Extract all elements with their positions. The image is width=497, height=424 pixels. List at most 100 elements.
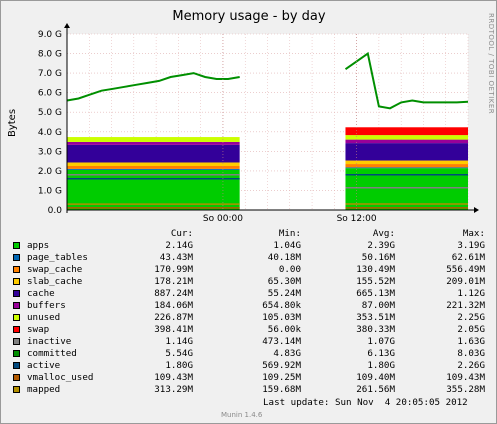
legend-max: 209.01M — [446, 276, 485, 287]
legend-row-slab-cache: slab_cache 178.21M 65.30M 155.52M 209.01M — [13, 276, 493, 288]
legend-swatch — [13, 278, 20, 285]
y-axis-arrow — [64, 23, 70, 28]
line-series — [66, 51, 469, 209]
legend-swatch — [13, 254, 20, 261]
legend-swatch — [13, 242, 20, 249]
legend-max: 109.43M — [446, 372, 485, 383]
area-page-tables — [67, 168, 240, 170]
legend-swatch — [13, 374, 20, 381]
legend-avg: 353.51M — [356, 312, 395, 323]
legend-name: slab_cache — [27, 276, 83, 287]
last-update-value: Sun Nov 4 20:05:05 2012 — [334, 397, 468, 408]
y-axis-label: Bytes — [7, 109, 18, 137]
legend-name: swap — [27, 324, 50, 335]
legend-name: swap_cache — [27, 264, 83, 275]
legend-row-swap-cache: swap_cache 170.99M 0.00 130.49M 556.49M — [13, 264, 493, 276]
legend-name: inactive — [27, 336, 72, 347]
legend-row-vmalloc-used: vmalloc_used 109.43M 109.25M 109.40M 109.43M — [13, 372, 493, 384]
area-unused — [67, 137, 240, 142]
legend-min: 105.03M — [262, 312, 301, 323]
legend-avg: 87.00M — [361, 300, 395, 311]
y-tick-label: 4.0 G — [38, 128, 62, 138]
area-apps — [67, 169, 240, 210]
y-tick-label: 5.0 G — [38, 108, 62, 118]
legend-avg: 109.40M — [356, 372, 395, 383]
legend-cur: 43.43M — [159, 252, 193, 263]
area-page-tables — [345, 167, 468, 169]
header-cur: Cur: — [170, 228, 193, 239]
legend-min: 56.00k — [267, 324, 301, 335]
legend-min: 4.83G — [273, 348, 301, 359]
legend-swatch — [13, 350, 20, 357]
legend-cur: 226.87M — [154, 312, 193, 323]
legend-max: 62.61M — [451, 252, 485, 263]
area-swap — [345, 127, 468, 136]
legend-max: 2.26G — [457, 360, 485, 371]
legend-cur: 2.14G — [165, 240, 193, 251]
legend-name: active — [27, 360, 61, 371]
legend-avg: 1.80G — [367, 360, 395, 371]
legend-max: 8.03G — [457, 348, 485, 359]
legend-name: unused — [27, 312, 61, 323]
area-swap-cache — [67, 166, 240, 169]
line-committed — [66, 72, 240, 102]
legend-min: 65.30M — [267, 276, 301, 287]
legend-min: 109.25M — [262, 372, 301, 383]
munin-version: Munin 1.4.6 — [221, 411, 263, 419]
legend-swatch — [13, 290, 20, 297]
header-min: Min: — [278, 228, 301, 239]
legend-swatch — [13, 266, 20, 273]
legend-rows: apps 2.14G 1.04G 2.39G 3.19G page_tables 43.43… — [13, 240, 493, 396]
legend-row-page-tables: page_tables 43.43M 40.18M 50.16M 62.61M — [13, 252, 493, 264]
legend-avg: 261.56M — [356, 384, 395, 395]
y-tick-label: 6.0 G — [38, 89, 62, 99]
legend-min: 1.04G — [273, 240, 301, 251]
y-tick-labels: 0.0 1.0 G 2.0 G 3.0 G 4.0 G 5.0 G 6.0 G 7.0 G 8.… — [38, 30, 62, 216]
legend-row-inactive: inactive 1.14G 473.14M 1.07G 1.63G — [13, 336, 493, 348]
legend-name: cache — [27, 288, 55, 299]
legend-cur: 184.06M — [154, 300, 193, 311]
area-buffers — [345, 139, 468, 144]
legend-cur: 398.41M — [154, 324, 193, 335]
legend-min: 654.80k — [262, 300, 301, 311]
area-swap-cache — [345, 164, 468, 168]
legend-avg: 6.13G — [367, 348, 395, 359]
legend-name: mapped — [27, 384, 61, 395]
axes — [64, 23, 479, 213]
last-update: Last update: Sun Nov 4 20:05:05 2012 — [263, 397, 468, 408]
legend-max: 355.28M — [446, 384, 485, 395]
stacked-areas — [67, 127, 468, 210]
y-tick-label: 7.0 G — [38, 69, 62, 79]
legend-cur: 1.80G — [165, 360, 193, 371]
legend-swatch — [13, 326, 20, 333]
legend-swatch — [13, 386, 20, 393]
legend-row-buffers: buffers 184.06M 654.80k 87.00M 221.32M — [13, 300, 493, 312]
y-tick-label: 3.0 G — [38, 147, 62, 157]
area-slab-cache — [67, 162, 240, 166]
y-tick-label: 9.0 G — [38, 30, 62, 40]
chart-title: Memory usage - by day — [172, 9, 325, 24]
area-cache — [67, 144, 240, 163]
legend-header: Cur: Min: Avg: Max: — [13, 228, 493, 240]
y-tick-label: 1.0 G — [38, 186, 62, 196]
legend-row-committed: committed 5.54G 4.83G 6.13G 8.03G — [13, 348, 493, 360]
legend-avg: 2.39G — [367, 240, 395, 251]
header-avg: Avg: — [372, 228, 395, 239]
legend-row-mapped: mapped 313.29M 159.68M 261.56M 355.28M — [13, 384, 493, 396]
legend-swatch — [13, 338, 20, 345]
legend-cur: 5.54G — [165, 348, 193, 359]
legend-max: 2.25G — [457, 312, 485, 323]
legend-cur: 178.21M — [154, 276, 193, 287]
last-update-label: Last update: — [263, 397, 330, 408]
area-unused — [345, 135, 468, 140]
line-committed — [344, 51, 469, 110]
legend-row-unused: unused 226.87M 105.03M 353.51M 2.25G — [13, 312, 493, 324]
x-tick-labels: So 00:00 So 12:00 — [203, 34, 377, 224]
legend-max: 1.12G — [457, 288, 485, 299]
legend-avg: 1.07G — [367, 336, 395, 347]
y-tick-label: 2.0 G — [38, 167, 62, 177]
legend-row-active: active 1.80G 569.92M 1.80G 2.26G — [13, 360, 493, 372]
legend-name: page_tables — [27, 252, 88, 263]
legend-avg: 130.49M — [356, 264, 395, 275]
